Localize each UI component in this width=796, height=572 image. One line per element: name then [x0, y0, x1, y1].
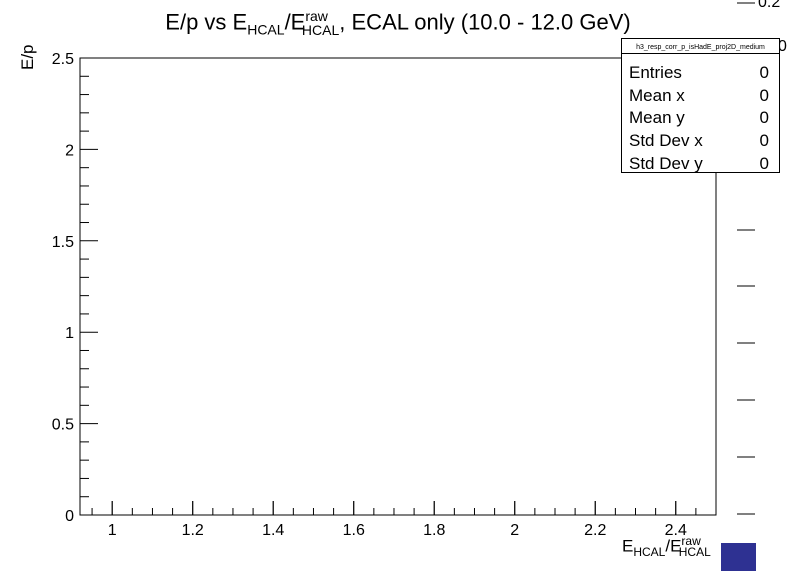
y-axis-label: E/p [18, 44, 37, 70]
x-tick-label: 1 [108, 522, 117, 539]
x-tick-label: 2.4 [665, 522, 687, 539]
y-tick-label: 2 [65, 142, 74, 159]
y-tick-label: 1 [65, 325, 74, 342]
x-axis-label: EHCAL/ErawHCAL [622, 534, 711, 560]
y-tick-label: 2.5 [52, 51, 74, 68]
x-tick-label: 1.8 [423, 522, 445, 539]
x-tick-label: 1.2 [182, 522, 204, 539]
stats-histogram-name: h3_resp_corr_p_isHadE_proj2D_medium [622, 39, 779, 54]
y-tick-label: 1.5 [52, 234, 74, 251]
plot-frame [79, 57, 717, 516]
palette-color-swatch [721, 543, 756, 571]
y-tick-label: 0 [65, 508, 74, 525]
x-tick-label: 1.6 [343, 522, 365, 539]
x-tick-label: 2.2 [584, 522, 606, 539]
y-tick-label: 0.5 [52, 417, 74, 434]
x-tick-label: 1.4 [262, 522, 284, 539]
chart-title: E/p vs EHCAL/ErawHCAL, ECAL only (10.0 -… [165, 8, 631, 38]
stats-row-entries: Entries 0 [629, 63, 769, 82]
x-tick-label: 2 [510, 522, 519, 539]
stats-box: h3_resp_corr_p_isHadE_proj2D_medium Entr… [621, 38, 780, 173]
